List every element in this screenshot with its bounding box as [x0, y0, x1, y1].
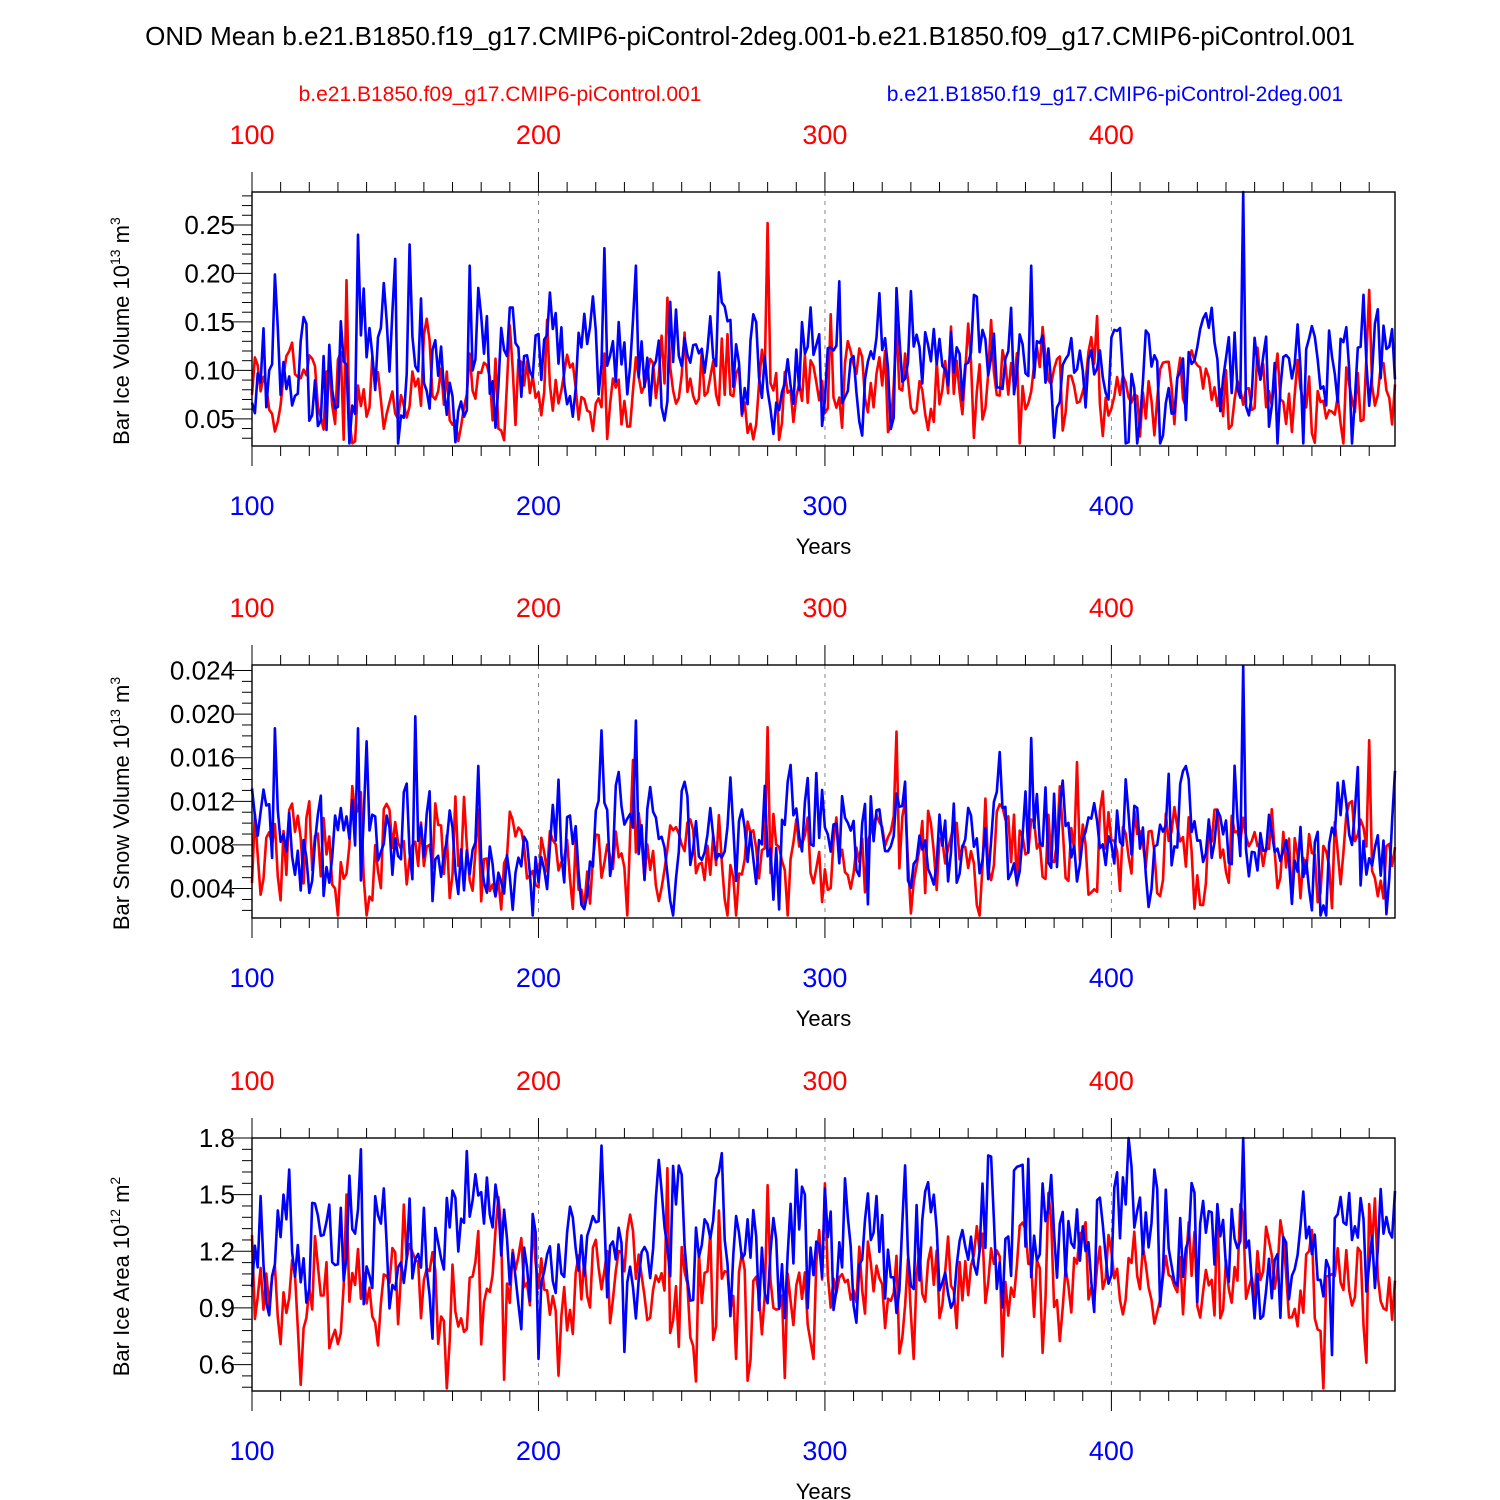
y-tick-label: 0.20 — [184, 258, 235, 288]
x-axis-label: Years — [796, 1479, 851, 1500]
y-tick-label: 1.5 — [199, 1180, 235, 1210]
y-tick-label: 1.2 — [199, 1236, 235, 1266]
y-tick-label: 0.020 — [170, 699, 235, 729]
y-axis-label: Bar Ice Area 1012 m2 — [107, 1177, 134, 1377]
series-line-blue — [250, 190, 1397, 445]
y-axis-label-exponent: 12 — [107, 1209, 123, 1225]
y-axis-label-unit: m — [109, 1185, 134, 1209]
chart-panels: 0.05 0.10 0.15 0.20 0.25 100 100 200 200 300 300 40… — [107, 120, 1397, 1500]
x-top-tick-label: 200 — [516, 120, 561, 150]
y-tick-label: 0.25 — [184, 210, 235, 240]
x-top-tick-label: 300 — [802, 1066, 847, 1096]
x-bottom-tick-label: 300 — [802, 491, 847, 521]
y-axis-label-exponent: 13 — [107, 249, 123, 265]
y-axis-label-unit: m — [109, 685, 134, 709]
y-axis-label-unit-exponent: 3 — [107, 217, 123, 225]
y-tick-label: 0.016 — [170, 743, 235, 773]
legend-blue-label: b.e21.B1850.f19_g17.CMIP6-piControl-2deg… — [887, 83, 1343, 106]
y-tick-label: 0.004 — [170, 874, 235, 904]
x-bottom-tick-label: 400 — [1089, 491, 1134, 521]
y-axis-label-unit-exponent: 3 — [107, 677, 123, 685]
y-axis-label-text: Bar Snow Volume 10 — [109, 725, 134, 930]
y-tick-label: 0.15 — [184, 307, 235, 337]
x-top-tick-label: 200 — [516, 1066, 561, 1096]
x-axis-label: Years — [796, 1006, 851, 1031]
y-tick-label: 0.012 — [170, 786, 235, 816]
chart-panel-3: 0.6 0.9 1.2 1.5 1.8 100 100 200 200 300 300 400 400 Y… — [107, 1066, 1397, 1500]
y-tick-label: 1.8 — [199, 1123, 235, 1153]
y-axis-label: Bar Ice Volume 1013 m3 — [107, 217, 134, 445]
figure-title: OND Mean b.e21.B1850.f19_g17.CMIP6-piCon… — [145, 21, 1355, 51]
y-tick-label: 0.024 — [170, 655, 235, 685]
x-bottom-tick-label: 100 — [229, 963, 274, 993]
x-bottom-tick-label: 100 — [229, 491, 274, 521]
x-top-tick-label: 400 — [1089, 120, 1134, 150]
x-axis-label: Years — [796, 534, 851, 559]
x-top-tick-label: 400 — [1089, 593, 1134, 623]
x-bottom-tick-label: 200 — [516, 491, 561, 521]
x-top-tick-label: 100 — [229, 1066, 274, 1096]
x-top-tick-label: 400 — [1089, 1066, 1134, 1096]
x-top-tick-label: 300 — [802, 593, 847, 623]
x-top-tick-label: 300 — [802, 120, 847, 150]
series-line-blue — [250, 664, 1397, 917]
y-axis-label-text: Bar Ice Area 10 — [109, 1225, 134, 1377]
series-line-red — [250, 725, 1397, 917]
x-bottom-tick-label: 200 — [516, 1436, 561, 1466]
x-bottom-tick-label: 400 — [1089, 1436, 1134, 1466]
y-tick-label: 0.6 — [199, 1350, 235, 1380]
x-bottom-tick-label: 300 — [802, 963, 847, 993]
y-axis-label-text: Bar Ice Volume 10 — [109, 265, 134, 445]
y-tick-label: 0.10 — [184, 355, 235, 385]
y-tick-label: 0.9 — [199, 1293, 235, 1323]
x-top-tick-label: 200 — [516, 593, 561, 623]
series-line-blue — [250, 1136, 1397, 1361]
plot-frame — [251, 191, 1396, 447]
x-bottom-tick-label: 200 — [516, 963, 561, 993]
y-tick-label: 0.008 — [170, 830, 235, 860]
y-axis-label-unit: m — [109, 225, 134, 249]
x-top-tick-label: 100 — [229, 593, 274, 623]
plot-frame — [251, 1137, 1396, 1392]
y-axis-label-exponent: 13 — [107, 709, 123, 725]
x-bottom-tick-label: 400 — [1089, 963, 1134, 993]
y-axis-label-unit-exponent: 2 — [107, 1177, 123, 1185]
legend-red-label: b.e21.B1850.f09_g17.CMIP6-piControl.001 — [299, 83, 702, 106]
chart-panel-1: 0.05 0.10 0.15 0.20 0.25 100 100 200 200 300 300 40… — [107, 120, 1397, 559]
y-tick-label: 0.05 — [184, 404, 235, 434]
chart-panel-2: 0.004 0.008 0.012 0.016 0.020 0.024 100 100 200 2… — [107, 593, 1397, 1031]
x-bottom-tick-label: 300 — [802, 1436, 847, 1466]
y-axis-label: Bar Snow Volume 1013 m3 — [107, 677, 134, 931]
plot-frame — [251, 664, 1396, 919]
x-bottom-tick-label: 100 — [229, 1436, 274, 1466]
x-top-tick-label: 100 — [229, 120, 274, 150]
